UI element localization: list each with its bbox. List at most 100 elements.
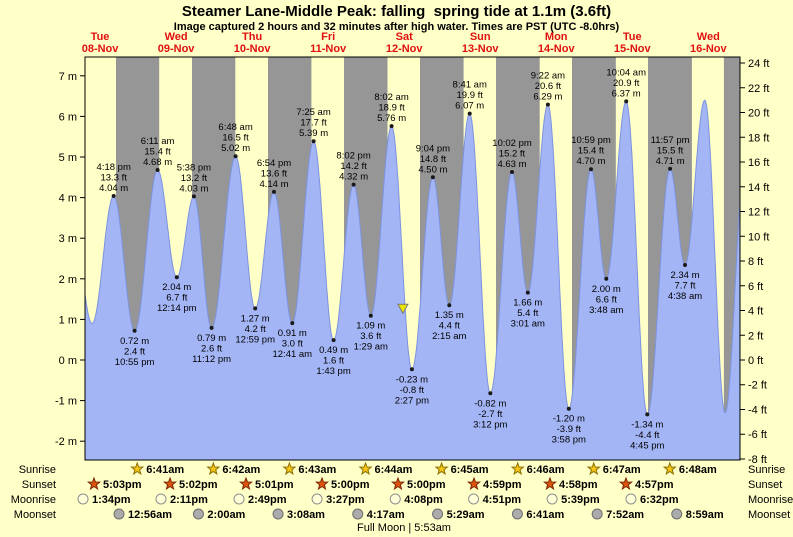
sunset-time: 5:01pm bbox=[255, 479, 294, 491]
moonrise-time: 6:32pm bbox=[640, 494, 679, 506]
date-label-day: Tue bbox=[623, 31, 642, 43]
sunrise-time: 6:42am bbox=[222, 464, 260, 476]
sunset-time: 5:03pm bbox=[103, 479, 142, 491]
date-label-date: 15-Nov bbox=[614, 43, 652, 55]
tide-extreme-label: 8:02 pm bbox=[336, 151, 370, 162]
tide-extreme-label: -2.7 ft bbox=[478, 409, 503, 420]
tide-extreme-label: 6.37 m bbox=[612, 88, 641, 99]
page-subtitle: Image captured 2 hours and 32 minutes af… bbox=[173, 21, 620, 33]
y-axis-label-right: 20 ft bbox=[748, 108, 769, 120]
tide-extreme-label: 4.03 m bbox=[179, 183, 208, 194]
tide-extreme-label: 2.4 ft bbox=[124, 346, 145, 357]
sunrise-star bbox=[358, 461, 373, 476]
tide-extreme-label: 0.72 m bbox=[120, 336, 149, 347]
moonrise-time: 4:51pm bbox=[483, 494, 522, 506]
row-label-moonrise-right: Moonrise bbox=[748, 494, 793, 506]
date-label-date: 13-Nov bbox=[462, 43, 500, 55]
tide-extreme-label: 10:59 pm bbox=[571, 135, 611, 146]
tide-extreme-label: 3:12 pm bbox=[473, 419, 507, 430]
tide-extreme-label: 19.9 ft bbox=[456, 90, 483, 101]
tide-extreme-label: 4.04 m bbox=[99, 183, 128, 194]
tide-extreme-label: 13.2 ft bbox=[181, 173, 208, 184]
sunrise-star bbox=[434, 461, 449, 476]
sunset-time: 5:00pm bbox=[407, 479, 446, 491]
moonset-circle bbox=[113, 508, 125, 520]
date-label-date: 16-Nov bbox=[690, 43, 728, 55]
tide-extreme-label: 1.6 ft bbox=[323, 356, 344, 367]
tide-extreme-dot bbox=[311, 139, 316, 144]
date-label-date: 12-Nov bbox=[386, 43, 424, 55]
tide-extreme-label: 2:15 am bbox=[432, 331, 466, 342]
tide-extreme-dot bbox=[467, 111, 472, 116]
tide-extreme-dot bbox=[272, 189, 276, 194]
moonrise-circle bbox=[311, 493, 323, 505]
tide-extreme-dot bbox=[389, 124, 394, 129]
sunset-time: 5:02pm bbox=[179, 479, 218, 491]
tide-extreme-label: 3.0 ft bbox=[282, 339, 303, 350]
tide-extreme-dot bbox=[409, 367, 414, 372]
tide-extreme-label: 20.9 ft bbox=[613, 78, 640, 89]
moonrise-circle bbox=[155, 493, 167, 505]
y-axis-label-left: 7 m bbox=[59, 71, 77, 83]
row-label-moonset-left: Moonset bbox=[14, 509, 56, 521]
tide-extreme-label: 4.71 m bbox=[656, 156, 685, 167]
date-label-day: Wed bbox=[165, 31, 188, 43]
tide-extreme-label: 2:27 pm bbox=[395, 395, 429, 406]
moonrise-time: 5:39pm bbox=[561, 494, 600, 506]
page-title: Steamer Lane-Middle Peak: falling spring… bbox=[181, 3, 612, 20]
tide-extreme-label: 14.2 ft bbox=[340, 161, 367, 172]
moonset-time: 5:29am bbox=[447, 509, 485, 521]
sunset-star bbox=[314, 476, 330, 491]
moonset-circle bbox=[671, 508, 683, 520]
sunset-time: 4:57pm bbox=[635, 479, 674, 491]
tide-extreme-dot bbox=[331, 338, 336, 343]
tide-extreme-dot bbox=[111, 194, 116, 198]
moonset-circle bbox=[432, 508, 444, 520]
tide-extreme-dot bbox=[155, 168, 160, 172]
tide-extreme-label: 12:41 am bbox=[272, 349, 312, 360]
tide-extreme-dot bbox=[351, 182, 356, 187]
tide-extreme-label: 8:02 am bbox=[374, 92, 408, 103]
sunrise-time: 6:46am bbox=[527, 464, 565, 476]
tide-extreme-label: 2.00 m bbox=[592, 284, 621, 295]
tide-extreme-label: 11:57 pm bbox=[651, 135, 690, 146]
row-label-sunset-right: Sunset bbox=[748, 479, 782, 491]
tide-extreme-label: 1.09 m bbox=[356, 321, 385, 332]
moonset-time: 8:59am bbox=[686, 509, 724, 521]
moonrise-row: Moonrise Moonrise 1:34pm 2:11pm 2:49pm 3:27pm… bbox=[11, 493, 793, 506]
y-axis-label-left: -1 m bbox=[55, 396, 77, 408]
tide-extreme-label: 13.3 ft bbox=[100, 173, 127, 184]
sunrise-time: 6:43am bbox=[298, 464, 336, 476]
tide-extreme-label: 1.27 m bbox=[241, 313, 270, 324]
y-axis-label-right: 10 ft bbox=[748, 231, 769, 243]
moonrise-circle bbox=[625, 493, 637, 505]
date-label-date: 10-Nov bbox=[234, 43, 272, 55]
y-axis-label-left: 4 m bbox=[59, 193, 77, 205]
tide-extreme-label: 4.50 m bbox=[418, 164, 447, 175]
tide-extreme-label: 1:43 pm bbox=[316, 366, 350, 377]
y-axis-label-left: 3 m bbox=[59, 233, 77, 245]
date-label-day: Wed bbox=[697, 31, 720, 43]
tide-extreme-label: 6:48 am bbox=[218, 122, 252, 133]
tide-extreme-label: -4.4 ft bbox=[635, 430, 660, 441]
y-axis-label-right: -2 ft bbox=[748, 380, 767, 392]
tide-extreme-label: 3:01 am bbox=[511, 319, 545, 330]
tide-extreme-label: 20.6 ft bbox=[535, 81, 562, 92]
tide-extreme-label: 6:54 pm bbox=[257, 158, 291, 169]
tide-extreme-label: 1:29 am bbox=[354, 342, 388, 353]
tide-extreme-label: 2.34 m bbox=[670, 270, 699, 281]
tide-extreme-label: 7:25 am bbox=[296, 107, 330, 118]
tide-extreme-label: 1.35 m bbox=[435, 310, 464, 321]
tide-extreme-label: 6:11 am bbox=[141, 136, 175, 147]
current-tide-marker bbox=[397, 303, 409, 315]
tide-extreme-dot bbox=[668, 166, 673, 171]
tide-extreme-label: -1.34 m bbox=[631, 419, 663, 430]
tide-extreme-label: 6.6 ft bbox=[596, 294, 617, 305]
tide-extreme-label: 7.7 ft bbox=[674, 281, 695, 292]
y-axis-label-right: 18 ft bbox=[748, 132, 769, 144]
tide-extreme-dot bbox=[683, 263, 687, 267]
sunrise-star bbox=[206, 461, 221, 476]
tide-extreme-dot bbox=[589, 167, 593, 172]
moonset-row: Moonset Moonset 12:56am 2:00am 3:08am 4:17am 5… bbox=[14, 508, 790, 521]
moonrise-time: 3:27pm bbox=[326, 494, 365, 506]
